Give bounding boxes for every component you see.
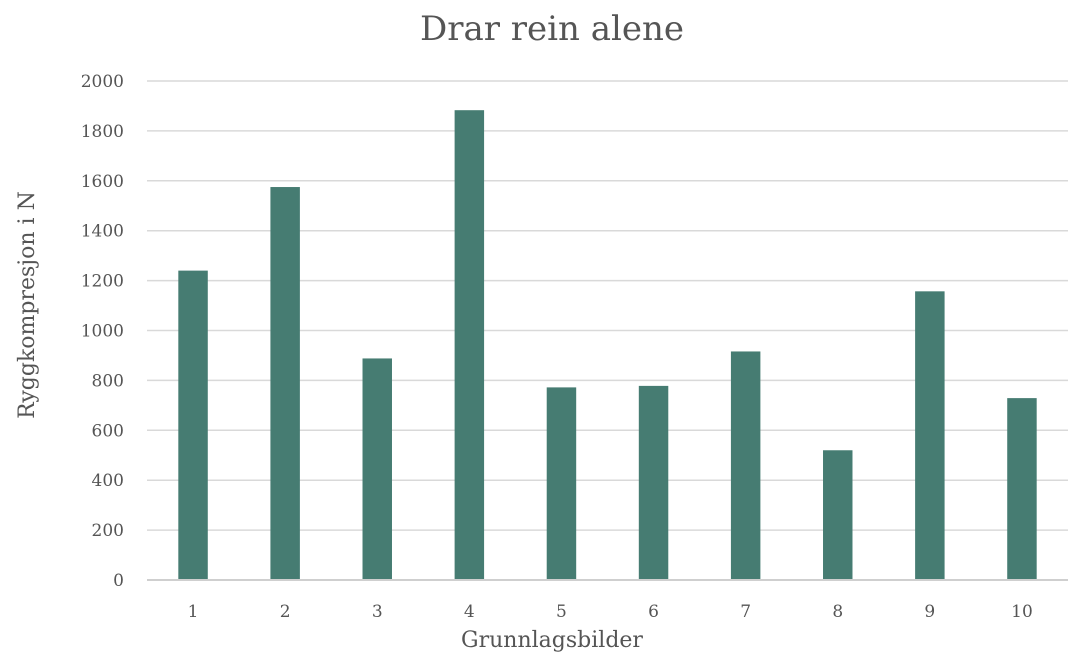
y-tick-label: 400 [92,471,124,491]
y-axis-label: Ryggkompresjon i N [15,191,40,419]
y-axis-ticks: 0 200 400 600 800 1000 1200 1400 1600 1800 2000 [81,72,124,591]
x-axis-label: Grunnlagsbilder [461,628,643,653]
bar-7 [730,351,761,580]
x-tick-label: 10 [1011,602,1033,622]
bar-5 [546,387,577,580]
bar-6 [638,385,669,580]
bar-9 [915,291,945,580]
y-tick-label: 1000 [81,322,124,342]
y-tick-label: 2000 [81,72,124,92]
y-tick-label: 0 [113,571,124,591]
x-tick-label: 7 [740,602,751,622]
bar-10 [1007,398,1037,580]
chart-title: Drar rein alene [420,9,684,49]
y-tick-label: 1800 [81,122,124,142]
x-tick-label: 9 [924,602,935,622]
y-tick-label: 1600 [81,172,124,192]
x-tick-label: 3 [372,602,383,622]
bar-8 [823,450,853,580]
x-tick-label: 1 [188,602,199,622]
bar-4 [454,110,485,580]
x-tick-label: 5 [556,602,567,622]
bar-3 [362,358,392,580]
y-tick-label: 200 [92,521,124,541]
x-tick-label: 6 [648,602,659,622]
y-tick-label: 800 [92,371,124,391]
bar-2 [270,187,300,580]
y-tick-label: 600 [92,421,124,441]
bar-1 [178,270,208,580]
x-tick-label: 4 [464,602,475,622]
x-axis-ticks: 1 2 3 4 5 6 7 8 9 10 [188,602,1033,622]
x-tick-label: 2 [280,602,291,622]
gridlines [147,80,1068,531]
x-tick-label: 8 [832,602,843,622]
y-tick-label: 1400 [81,222,124,242]
bars [178,110,1037,580]
y-tick-label: 1200 [81,272,124,292]
